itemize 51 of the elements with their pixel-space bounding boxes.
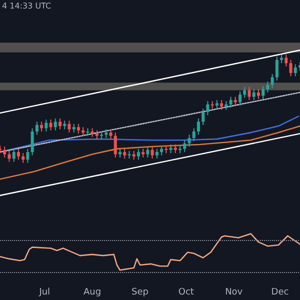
text: 4 14:33 UTC (2, 2, 52, 10)
candlestick (22, 152, 25, 164)
candlestick (3, 146, 6, 158)
candlestick (202, 108, 205, 126)
candlestick (289, 59, 292, 77)
candlestick (136, 148, 140, 160)
candlestick (30, 128, 34, 156)
candlestick (196, 118, 200, 136)
x-tick-label: Nov (225, 288, 244, 298)
candlestick (188, 134, 191, 148)
candlestick (8, 150, 11, 162)
candlestick (275, 56, 278, 82)
candlestick (54, 118, 57, 131)
candlestick (109, 128, 112, 140)
candlestick (160, 145, 164, 156)
x-tick-label: Aug (84, 288, 102, 298)
candlestick (284, 54, 288, 67)
candlestick (229, 96, 232, 108)
candlestick (150, 146, 154, 160)
candlestick (270, 74, 274, 89)
candlestick (155, 148, 158, 160)
candlestick (256, 88, 260, 100)
candlestick (114, 132, 117, 158)
x-tick-label: Oct (178, 288, 194, 298)
candlestick (238, 90, 242, 106)
candlestick (76, 123, 80, 134)
candlestick (220, 100, 224, 110)
candlestick (68, 120, 71, 134)
candlestick (26, 148, 30, 164)
candlestick (40, 121, 44, 132)
x-tick-label: Dec (271, 288, 289, 298)
candlestick (294, 64, 297, 77)
candlestick (206, 100, 210, 116)
candlestick (44, 119, 48, 132)
candlestick (262, 85, 265, 100)
candlestick (58, 118, 62, 130)
candlestick (12, 148, 16, 162)
candlestick (123, 148, 126, 160)
candlestick (146, 146, 150, 158)
candlestick (248, 86, 251, 101)
candlestick (243, 86, 246, 98)
candlestick (49, 119, 52, 131)
candlestick (252, 88, 256, 101)
candlestick (16, 148, 20, 160)
candlestick (35, 121, 38, 136)
candlestick (192, 128, 196, 142)
candlestick (183, 140, 186, 153)
x-tick-label: Sep (132, 288, 149, 298)
candlestick (86, 128, 90, 136)
x-tick-label: Jul (38, 288, 50, 298)
candlestick (266, 81, 270, 93)
